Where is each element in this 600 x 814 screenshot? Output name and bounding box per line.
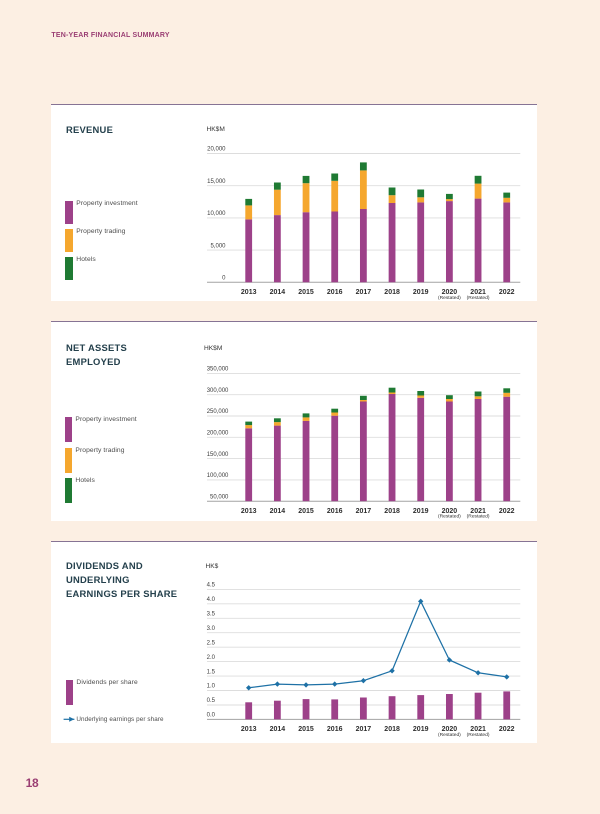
svg-text:(Restated): (Restated) — [467, 295, 490, 301]
svg-text:2018: 2018 — [384, 726, 400, 733]
svg-text:2014: 2014 — [270, 508, 286, 515]
svg-text:1.0: 1.0 — [207, 684, 216, 690]
svg-text:2019: 2019 — [413, 508, 429, 515]
svg-text:HK$: HK$ — [206, 563, 219, 570]
svg-text:(Restated): (Restated) — [467, 514, 490, 520]
svg-text:2021: 2021 — [470, 289, 486, 296]
svg-text:2015: 2015 — [298, 508, 314, 515]
svg-text:3.0: 3.0 — [207, 626, 216, 632]
svg-text:2014: 2014 — [270, 726, 286, 733]
svg-text:2018: 2018 — [384, 508, 400, 515]
svg-text:4.5: 4.5 — [207, 583, 216, 589]
svg-text:2017: 2017 — [356, 508, 372, 515]
svg-text:10,000: 10,000 — [207, 211, 226, 217]
svg-text:50,000: 50,000 — [210, 494, 229, 500]
svg-text:2021: 2021 — [470, 726, 486, 733]
svg-text:250,000: 250,000 — [207, 409, 229, 415]
svg-text:2016: 2016 — [327, 289, 343, 296]
svg-text:2020: 2020 — [442, 289, 458, 296]
svg-text:15,000: 15,000 — [207, 179, 226, 185]
svg-text:(Restated): (Restated) — [438, 295, 461, 301]
svg-text:2016: 2016 — [327, 508, 343, 515]
svg-text:2022: 2022 — [499, 289, 515, 296]
svg-text:2013: 2013 — [241, 508, 257, 515]
svg-text:150,000: 150,000 — [207, 452, 229, 458]
svg-text:(Restated): (Restated) — [438, 514, 461, 520]
svg-text:2017: 2017 — [356, 726, 372, 733]
svg-text:2015: 2015 — [298, 289, 314, 296]
svg-text:2020: 2020 — [442, 726, 458, 733]
svg-text:HK$M: HK$M — [204, 345, 222, 352]
svg-text:2021: 2021 — [470, 508, 486, 515]
svg-text:2013: 2013 — [241, 726, 257, 733]
svg-text:2016: 2016 — [327, 726, 343, 733]
svg-text:2017: 2017 — [356, 289, 372, 296]
svg-text:0.0: 0.0 — [207, 713, 216, 719]
svg-text:1.5: 1.5 — [207, 669, 216, 675]
svg-text:2022: 2022 — [499, 726, 515, 733]
svg-text:2019: 2019 — [413, 289, 429, 296]
svg-text:2014: 2014 — [270, 289, 286, 296]
svg-text:2013: 2013 — [241, 289, 257, 296]
svg-text:2.5: 2.5 — [207, 640, 216, 646]
svg-text:4.0: 4.0 — [207, 597, 216, 603]
svg-text:HK$M: HK$M — [207, 126, 225, 133]
svg-text:2019: 2019 — [413, 726, 429, 733]
svg-text:0: 0 — [222, 276, 226, 282]
svg-text:2.0: 2.0 — [207, 655, 216, 661]
svg-text:2015: 2015 — [298, 726, 314, 733]
svg-text:5,000: 5,000 — [210, 243, 226, 249]
svg-text:(Restated): (Restated) — [438, 732, 461, 738]
svg-text:2018: 2018 — [384, 289, 400, 296]
svg-text:(Restated): (Restated) — [467, 732, 490, 738]
svg-text:2020: 2020 — [442, 508, 458, 515]
svg-text:0.5: 0.5 — [207, 698, 216, 704]
svg-text:2022: 2022 — [499, 508, 515, 515]
svg-text:200,000: 200,000 — [207, 431, 229, 437]
svg-text:350,000: 350,000 — [207, 367, 229, 373]
svg-text:20,000: 20,000 — [207, 147, 226, 153]
svg-text:3.5: 3.5 — [207, 612, 216, 618]
svg-text:300,000: 300,000 — [207, 388, 229, 394]
svg-text:100,000: 100,000 — [207, 473, 229, 479]
